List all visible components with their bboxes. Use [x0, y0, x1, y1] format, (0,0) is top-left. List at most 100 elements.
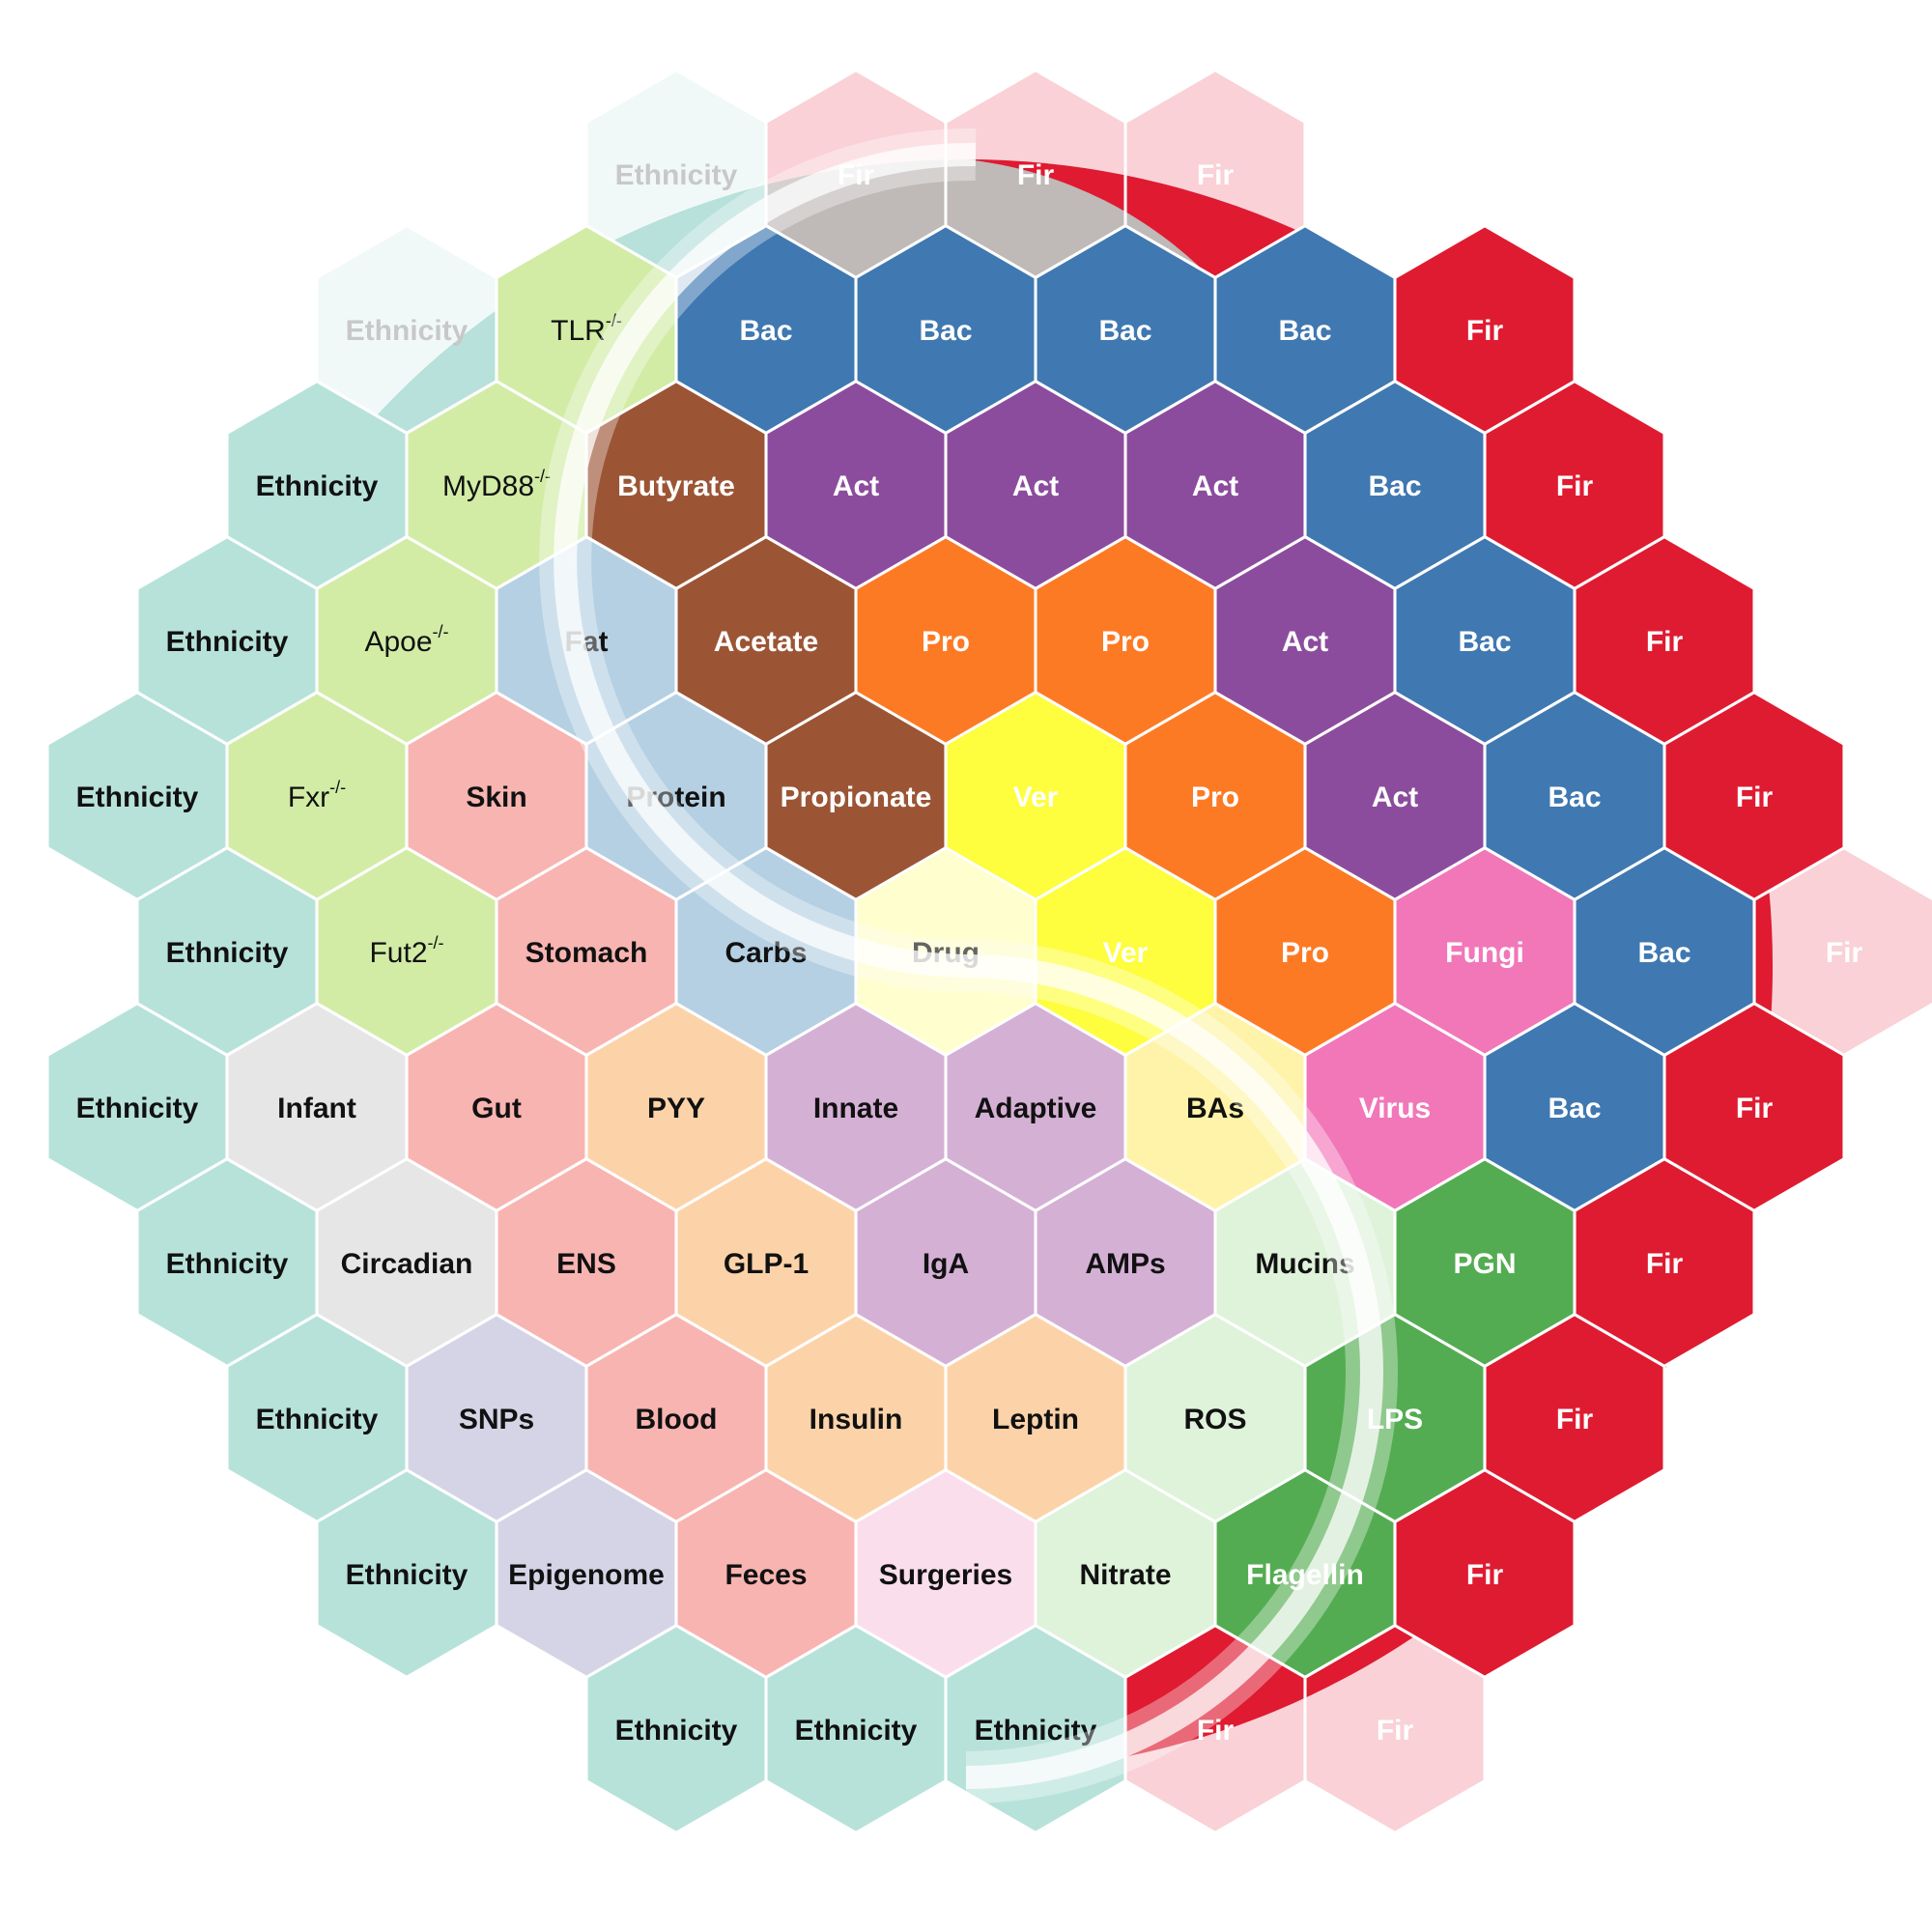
hex-label-text: Ethnicity	[615, 1715, 738, 1747]
hex-label-text: Fir	[1017, 159, 1055, 191]
hex-label: Ethnicity	[346, 1559, 469, 1591]
hex-cell: Fir	[1124, 69, 1306, 279]
hex-label: Ethnicity	[975, 1715, 1097, 1747]
hex-label: Innate	[813, 1093, 898, 1124]
hex-cell: Ethnicity	[765, 1624, 947, 1834]
hex-cell: Propionate	[765, 691, 947, 901]
hex-label-text: Bac	[1458, 626, 1511, 658]
hex-label-text: GLP-1	[724, 1248, 809, 1280]
hex-cell: Ethnicity	[316, 224, 497, 435]
hex-label: Infant	[277, 1093, 356, 1124]
hex-label: Gut	[471, 1093, 522, 1124]
hex-label: Ethnicity	[166, 626, 289, 658]
hex-label-text: Act	[1372, 781, 1418, 813]
hex-label-text: Ethnicity	[166, 626, 289, 658]
hex-label: Fir	[1826, 937, 1863, 969]
hex-label-text: Virus	[1359, 1093, 1432, 1124]
hex-label: AMPs	[1085, 1248, 1165, 1280]
hex-label: Leptin	[992, 1404, 1079, 1435]
hex-label-text: TLR	[551, 315, 606, 347]
hex-label: Adaptive	[975, 1093, 1097, 1124]
hex-label-text: Carbs	[724, 937, 807, 969]
hex-label-text: Pro	[1191, 781, 1239, 813]
hex-label: Circadian	[341, 1248, 473, 1280]
hex-cell: Fir	[1484, 380, 1665, 590]
hex-label-text: Ethnicity	[795, 1715, 918, 1747]
hex-label-superscript: -/-	[428, 933, 444, 952]
hex-label-text: Pro	[1101, 626, 1150, 658]
hex-label: Fungi	[1445, 937, 1524, 969]
hex-label-text: SNPs	[459, 1404, 534, 1435]
hex-label-text: Fir	[1736, 1093, 1774, 1124]
hex-label: Bac	[1548, 1093, 1601, 1124]
hex-label: Fir	[1466, 315, 1504, 347]
hex-label: Fir	[1466, 1559, 1504, 1591]
hex-label-text: Fir	[1466, 315, 1504, 347]
hex-label-text: Bac	[1548, 1093, 1601, 1124]
hex-label-text: Ethnicity	[346, 1559, 469, 1591]
hex-label-text: Fir	[1556, 1404, 1594, 1435]
hex-label-text: Ethnicity	[166, 937, 289, 969]
hex-label-superscript: -/-	[329, 778, 346, 797]
hex-label: Ethnicity	[795, 1715, 918, 1747]
hex-label: Fir	[1736, 1093, 1774, 1124]
hex-label-text: Surgeries	[879, 1559, 1012, 1591]
hex-label-text: Fut2	[369, 937, 427, 969]
hex-label: Surgeries	[879, 1559, 1012, 1591]
hex-label-text: Epigenome	[508, 1559, 665, 1591]
hex-label: Nitrate	[1079, 1559, 1171, 1591]
hex-label-text: ENS	[556, 1248, 616, 1280]
hex-label-text: Bac	[739, 315, 792, 347]
hex-label-text: Ethnicity	[76, 781, 199, 813]
hex-label-text: Ethnicity	[975, 1715, 1097, 1747]
hex-cell: Ethnicity	[136, 1157, 318, 1368]
hex-cell: Fir	[1394, 224, 1576, 435]
hex-label: ROS	[1183, 1404, 1246, 1435]
hex-label: Ethnicity	[256, 470, 379, 502]
hex-label: Mucins	[1255, 1248, 1354, 1280]
hex-label-text: ROS	[1183, 1404, 1246, 1435]
hex-label: Apoe-/-	[364, 622, 448, 658]
hex-label-text: Ethnicity	[256, 1404, 379, 1435]
hex-label: Skin	[466, 781, 526, 813]
hex-cell: Fir	[1574, 1157, 1755, 1368]
hex-label-text: MyD88	[442, 470, 534, 502]
swirl-glow	[539, 128, 1398, 1804]
hex-label-text: Bac	[919, 315, 972, 347]
hex-label: Fir	[1197, 159, 1235, 191]
hex-label: Bac	[1458, 626, 1511, 658]
hex-label: Act	[833, 470, 879, 502]
hex-label: Pro	[1101, 626, 1150, 658]
hex-label: SNPs	[459, 1404, 534, 1435]
hex-label-text: Act	[1282, 626, 1328, 658]
hex-label-text: Fir	[1556, 470, 1594, 502]
hex-label: Ethnicity	[346, 315, 469, 347]
hex-cell: Bac	[1574, 846, 1755, 1057]
hex-label: MyD88-/-	[442, 467, 551, 502]
hex-label-text: Acetate	[714, 626, 818, 658]
hex-label-text: Leptin	[992, 1404, 1079, 1435]
hex-label: BAs	[1186, 1093, 1244, 1124]
hex-label-text: Fir	[1826, 937, 1863, 969]
hex-label: Acetate	[714, 626, 818, 658]
hex-label: TLR-/-	[551, 311, 622, 347]
hex-label-text: AMPs	[1085, 1248, 1165, 1280]
hex-label-text: Fir	[1197, 159, 1235, 191]
hex-label: Carbs	[724, 937, 807, 969]
hex-label: Pro	[1281, 937, 1329, 969]
hex-label: Ethnicity	[166, 1248, 289, 1280]
hex-label-text: Skin	[466, 781, 526, 813]
hex-label-text: Ethnicity	[76, 1093, 199, 1124]
hex-label: Ver	[1103, 937, 1149, 969]
hex-label-text: Fir	[1197, 1715, 1235, 1747]
hex-label: Bac	[1278, 315, 1331, 347]
hex-cell: Butyrate	[585, 380, 767, 590]
hex-label-text: Butyrate	[617, 470, 735, 502]
hex-label-text: Ethnicity	[346, 315, 469, 347]
hex-label: GLP-1	[724, 1248, 809, 1280]
hex-label-text: Fir	[1736, 781, 1774, 813]
hex-label: Feces	[724, 1559, 807, 1591]
hex-cell: PGN	[1394, 1157, 1576, 1368]
